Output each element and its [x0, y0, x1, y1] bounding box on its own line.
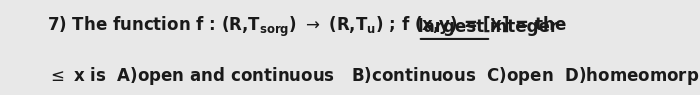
Text: $\leq$ x is  A)open and continuous   B)continuous  C)open  D)homeomorphism: $\leq$ x is A)open and continuous B)cont…	[47, 65, 700, 87]
Text: largest integer: largest integer	[418, 18, 558, 36]
Text: 7) The function f : (R,T$_{\mathbf{sorg}}$) $\rightarrow$ (R,T$_{\mathbf{u}}$) ;: 7) The function f : (R,T$_{\mathbf{sorg}…	[47, 15, 567, 39]
